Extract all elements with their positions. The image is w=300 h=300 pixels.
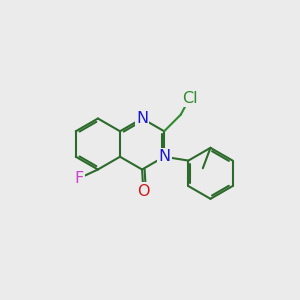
Text: Cl: Cl [182,91,197,106]
Text: N: N [158,149,170,164]
Text: F: F [74,171,83,186]
Text: N: N [136,111,148,126]
Text: O: O [137,184,150,199]
